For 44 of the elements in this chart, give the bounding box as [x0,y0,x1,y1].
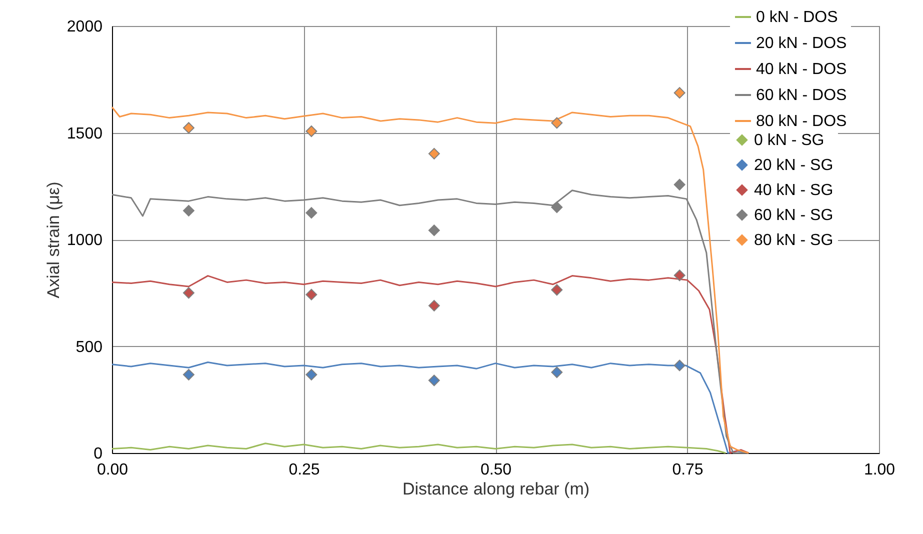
x-tick-label: 0.50 [480,462,512,478]
point [674,360,686,372]
legend-label: 20 kN - SG [754,157,834,174]
x-tick-label: 0.75 [672,462,704,478]
x-tick-label: 1.00 [864,462,896,478]
y-tick-label: 500 [76,338,103,356]
y-tick-label: 2000 [66,18,103,36]
legend-label: 0 kN - SG [754,132,824,149]
legend-label: 0 kN - DOS [756,9,838,26]
line-series [111,106,750,454]
line-series [111,442,726,454]
x-tick-label: 0.25 [288,462,320,478]
point [306,288,318,300]
point [674,87,686,99]
point [674,270,686,282]
y-tick-label: 0 [94,446,103,462]
point [306,368,318,380]
legend-label: 80 kN - SG [754,232,834,249]
legend-label: 20 kN - DOS [756,35,847,52]
y-tick-label: 1500 [66,125,103,142]
legend-label: 60 kN - DOS [756,87,847,104]
point [182,122,194,134]
legend-label: 80 kN - DOS [756,113,847,130]
point [428,224,440,236]
point [551,366,563,378]
legend-label: 60 kN - SG [754,207,834,224]
point [182,287,194,299]
point [551,117,563,129]
legend-label: 40 kN - DOS [756,61,847,78]
x-tick-label: 0.00 [96,462,128,478]
point [551,284,563,296]
point [551,202,563,214]
point [182,204,194,216]
point [306,126,318,137]
legend-label: 40 kN - SG [754,182,834,199]
point [674,178,686,190]
point [182,368,194,380]
point [428,300,440,312]
point [306,207,318,219]
point [428,374,440,386]
x-axis-title: Distance along rebar (m) [402,480,590,498]
y-tick-label: 1000 [66,232,103,249]
y-axis-title: Axial strain (με) [44,182,63,298]
point [428,148,440,160]
